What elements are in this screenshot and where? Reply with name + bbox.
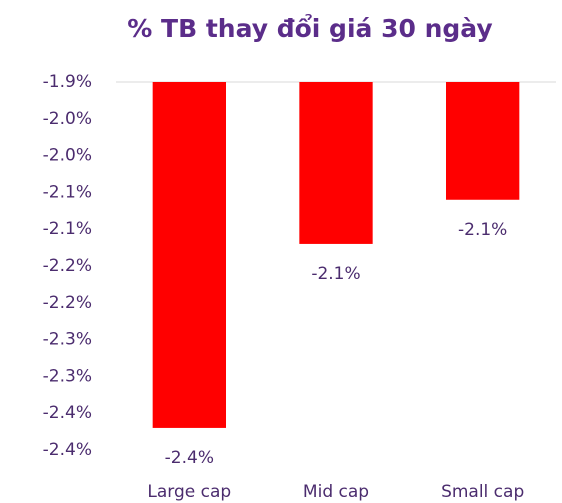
- y-tick-label: -2.4%: [43, 403, 92, 423]
- y-tick-label: -2.2%: [43, 293, 92, 313]
- value-label: -2.1%: [458, 220, 507, 240]
- bar: [299, 82, 373, 244]
- chart-title: % TB thay đổi giá 30 ngày: [127, 13, 492, 43]
- y-tick-label: -2.0%: [43, 109, 92, 129]
- y-tick-label: -2.4%: [43, 440, 92, 460]
- x-tick-label: Large cap: [147, 482, 231, 502]
- y-tick-label: -2.2%: [43, 256, 92, 276]
- y-tick-label: -2.1%: [43, 182, 92, 202]
- y-tick-label: -2.0%: [43, 146, 92, 166]
- y-tick-label: -2.3%: [43, 330, 92, 350]
- y-tick-label: -2.1%: [43, 219, 92, 239]
- value-label: -2.1%: [311, 264, 360, 284]
- x-tick-label: Mid cap: [303, 482, 369, 502]
- y-tick-label: -2.3%: [43, 366, 92, 386]
- y-tick-label: -1.9%: [43, 72, 92, 92]
- value-label: -2.4%: [165, 448, 214, 468]
- x-tick-label: Small cap: [441, 482, 524, 502]
- bar: [446, 82, 520, 200]
- bar: [152, 82, 226, 428]
